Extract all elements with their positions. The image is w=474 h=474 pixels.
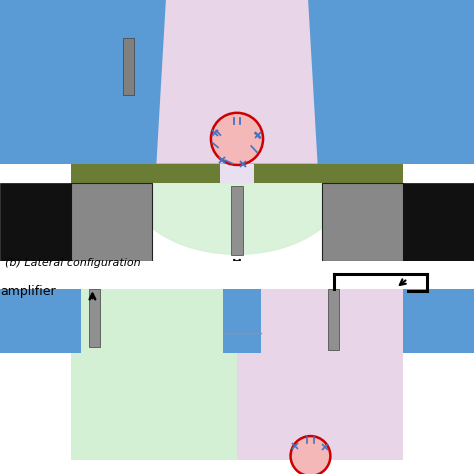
Bar bbox=[0, 261, 474, 289]
Bar bbox=[0, 0, 474, 164]
Bar bbox=[71, 353, 237, 460]
Bar bbox=[261, 287, 403, 353]
Bar bbox=[237, 353, 403, 460]
Polygon shape bbox=[128, 183, 346, 254]
Bar bbox=[328, 289, 339, 350]
Bar bbox=[403, 183, 474, 261]
Text: amplifier: amplifier bbox=[12, 271, 67, 283]
Bar bbox=[123, 38, 134, 95]
Polygon shape bbox=[318, 0, 474, 164]
Bar bbox=[81, 287, 223, 353]
Bar bbox=[71, 183, 152, 261]
Polygon shape bbox=[231, 153, 243, 164]
Text: (b) Lateral configuration: (b) Lateral configuration bbox=[5, 258, 140, 268]
Circle shape bbox=[211, 113, 263, 165]
Text: amplifier: amplifier bbox=[0, 285, 55, 298]
Bar bbox=[231, 186, 243, 255]
Circle shape bbox=[291, 436, 330, 474]
Bar bbox=[89, 289, 100, 347]
Polygon shape bbox=[156, 0, 318, 164]
Bar bbox=[322, 183, 403, 261]
Bar bbox=[71, 164, 403, 183]
Bar bbox=[0, 287, 474, 353]
Bar bbox=[0, 183, 71, 261]
Polygon shape bbox=[0, 0, 156, 164]
Bar bbox=[220, 164, 254, 183]
